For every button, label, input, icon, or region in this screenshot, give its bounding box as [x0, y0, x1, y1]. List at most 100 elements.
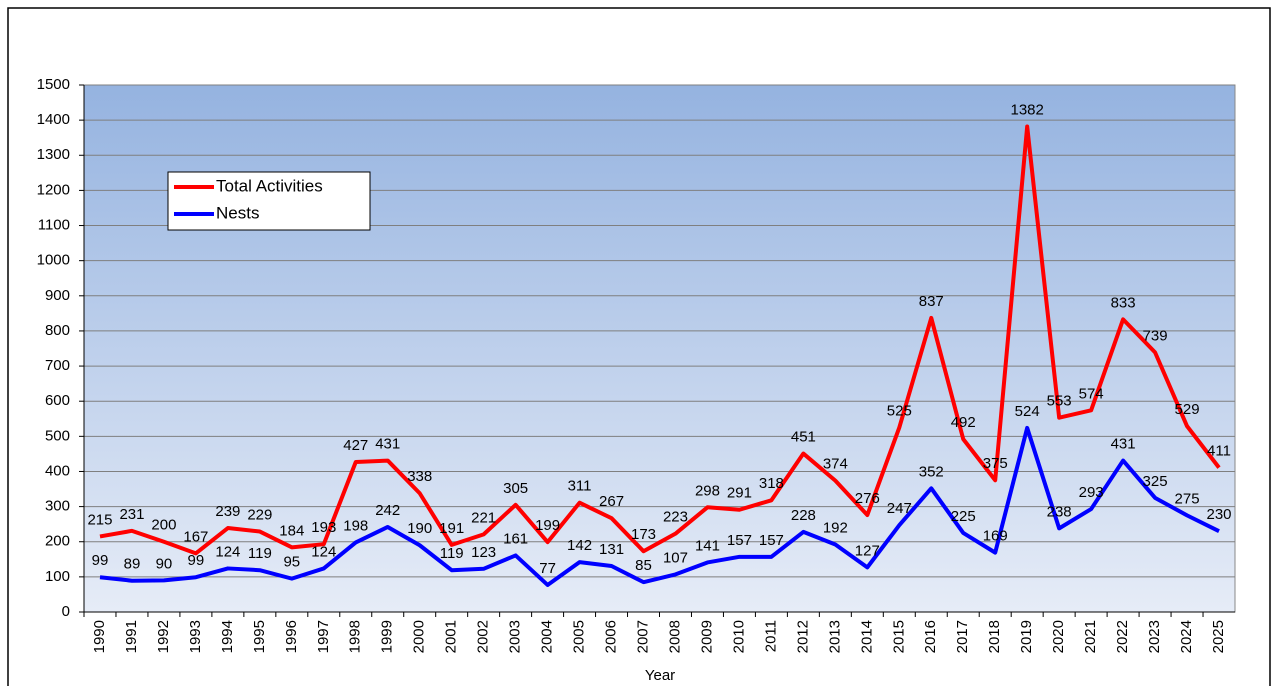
x-tick-label: 1991 [123, 620, 140, 653]
y-tick-label: 1400 [37, 111, 70, 128]
x-tick-label: 1994 [219, 620, 236, 653]
x-tick-label: 2011 [762, 620, 779, 652]
x-tick-label: 2024 [1178, 620, 1195, 653]
x-tick-label: 2003 [507, 620, 524, 653]
data-label: 431 [1111, 436, 1136, 453]
x-tick-label: 2001 [443, 620, 460, 653]
x-tick-label: 1992 [155, 620, 172, 653]
data-label: 223 [663, 509, 688, 526]
data-label: 275 [1175, 490, 1200, 507]
data-label: 184 [279, 522, 304, 539]
data-label: 427 [343, 437, 368, 454]
data-label: 374 [823, 456, 848, 473]
y-tick-label: 700 [45, 357, 70, 374]
data-label: 173 [631, 526, 656, 543]
data-label: 431 [375, 436, 400, 453]
data-label: 193 [311, 519, 336, 536]
data-label: 142 [567, 537, 592, 554]
data-label: 338 [407, 468, 432, 485]
data-label: 119 [440, 545, 464, 562]
data-label: 524 [1015, 403, 1040, 420]
data-label: 127 [855, 542, 880, 559]
x-tick-label: 2006 [603, 620, 620, 653]
data-label: 215 [87, 511, 112, 528]
legend-label: Total Activities [216, 176, 323, 195]
data-label: 124 [311, 543, 336, 560]
x-tick-label: 2019 [1018, 620, 1035, 653]
y-tick-label: 100 [45, 568, 70, 585]
data-label: 225 [951, 508, 976, 525]
data-label: 375 [983, 455, 1008, 472]
y-tick-label: 1000 [37, 252, 70, 269]
y-tick-label: 1100 [38, 217, 70, 234]
x-tick-label: 2010 [730, 620, 747, 653]
x-tick-label: 2013 [826, 620, 843, 653]
data-label: 200 [151, 517, 176, 534]
data-label: 77 [539, 560, 556, 577]
data-label: 276 [855, 490, 880, 507]
x-tick-label: 2012 [794, 620, 811, 653]
data-label: 191 [439, 520, 464, 537]
data-label: 90 [156, 555, 173, 572]
data-label: 228 [791, 507, 816, 524]
y-tick-label: 200 [45, 533, 70, 550]
legend-label: Nests [216, 203, 259, 222]
x-tick-label: 2009 [698, 620, 715, 653]
data-label: 239 [215, 503, 240, 520]
data-label: 167 [183, 528, 208, 545]
legend-box [167, 171, 371, 231]
data-label: 267 [599, 493, 624, 510]
data-label: 124 [215, 543, 240, 560]
x-tick-label: 2007 [634, 620, 651, 653]
x-tick-label: 2016 [922, 620, 939, 653]
data-label: 107 [663, 549, 688, 566]
data-label: 837 [919, 293, 944, 310]
data-label: 199 [535, 517, 560, 534]
data-label: 305 [503, 480, 528, 497]
data-label: 318 [759, 475, 784, 492]
data-label: 242 [375, 502, 400, 519]
x-tick-label: 2008 [666, 620, 683, 653]
data-label: 411 [1207, 443, 1231, 460]
y-tick-label: 1300 [37, 146, 70, 163]
x-tick-label: 1999 [379, 620, 396, 653]
x-tick-label: 1990 [91, 620, 108, 653]
y-tick-label: 800 [45, 322, 70, 339]
y-tick-label: 900 [45, 287, 70, 304]
data-label: 451 [791, 429, 816, 446]
data-label: 229 [247, 507, 272, 524]
x-tick-label: 2000 [411, 620, 428, 653]
x-tick-label: 1998 [347, 620, 364, 653]
data-label: 1382 [1010, 101, 1043, 118]
data-label: 492 [951, 414, 976, 431]
y-tick-label: 600 [45, 392, 70, 409]
data-label: 553 [1047, 393, 1072, 410]
x-tick-label: 2017 [954, 620, 971, 653]
data-label: 157 [727, 532, 752, 549]
x-axis-title: Year [645, 667, 675, 684]
data-label: 291 [727, 485, 752, 502]
x-tick-label: 2021 [1082, 620, 1099, 653]
data-label: 311 [568, 478, 592, 495]
y-tick-label: 0 [62, 603, 70, 620]
x-tick-label: 2018 [986, 620, 1003, 653]
data-label: 833 [1111, 294, 1136, 311]
y-tick-label: 300 [45, 498, 70, 515]
data-label: 221 [471, 509, 496, 526]
x-tick-label: 2015 [890, 620, 907, 653]
x-tick-label: 2023 [1146, 620, 1163, 653]
data-label: 352 [919, 463, 944, 480]
x-tick-label: 1993 [187, 620, 204, 653]
y-tick-label: 400 [45, 462, 70, 479]
data-label: 298 [695, 482, 720, 499]
data-label: 169 [983, 528, 1008, 545]
x-tick-label: 1997 [315, 620, 332, 653]
data-label: 192 [823, 520, 848, 537]
data-label: 574 [1079, 385, 1104, 402]
x-tick-label: 2004 [539, 620, 556, 653]
data-label: 123 [471, 544, 496, 561]
data-label: 161 [503, 530, 528, 547]
y-tick-label: 500 [45, 427, 70, 444]
data-label: 739 [1143, 327, 1168, 344]
data-label: 230 [1206, 506, 1231, 523]
